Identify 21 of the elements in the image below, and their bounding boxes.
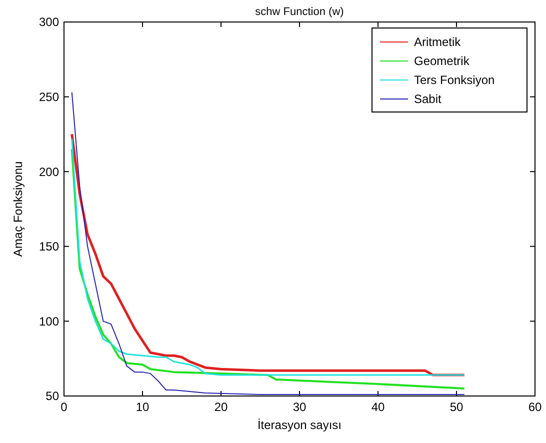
y-tick-label: 250 — [38, 90, 60, 104]
x-tick-label: 40 — [371, 400, 385, 414]
legend-label: Aritmetik — [414, 35, 462, 50]
y-tick-label: 150 — [38, 240, 60, 254]
y-axis-title: Amaç Fonksiyonu — [11, 161, 25, 257]
x-tick-label: 60 — [528, 400, 542, 414]
legend-label: Ters Fonksiyon — [414, 73, 495, 88]
line-series — [71, 92, 465, 396]
y-tick-label: 50 — [46, 389, 60, 404]
legend-label: Sabit — [414, 92, 442, 106]
x-tick-label: 50 — [450, 400, 464, 414]
x-tick-label: 10 — [136, 400, 150, 414]
y-tick-label: 200 — [38, 164, 60, 179]
x-tick-label: 0 — [60, 400, 68, 414]
x-tick-label: 30 — [292, 400, 306, 414]
x-axis-title: İterasyon sayısı — [257, 418, 342, 432]
x-tick-label: 20 — [214, 400, 228, 414]
y-tick-label: 100 — [38, 314, 60, 328]
y-tick-label: 300 — [38, 15, 60, 30]
legend-label: Geometrik — [414, 54, 470, 68]
chart-title: schw Function (w) — [255, 6, 344, 18]
